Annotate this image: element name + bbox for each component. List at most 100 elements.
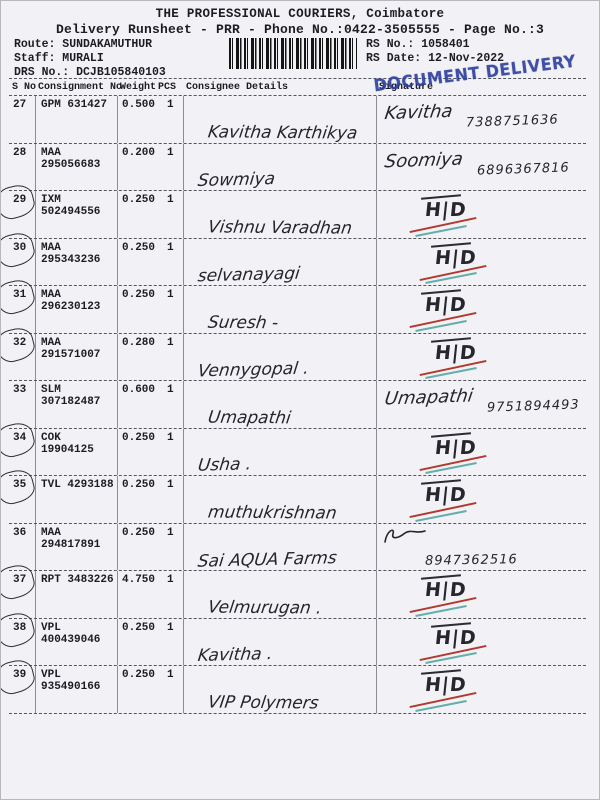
cell-consignment-number: GPM 631427 [35,96,117,143]
signature-phone: 6896367816 [476,159,570,179]
signature-name: Umapathi [383,385,475,410]
cell-serial-number: 30 [9,239,35,286]
table-row: 39 VPL 935490166 0.250 1 VIP Polymers H|… [9,666,586,714]
table-row: 31 MAA 296230123 0.250 1 Suresh - H|D [9,286,586,334]
hd-pen-mark: H|D [415,294,468,331]
cell-pcs: 1 [167,526,174,539]
table-row: 38 VPL 400439046 0.250 1 Kavitha . H|D [9,618,586,666]
cell-serial-number: 33 [13,384,27,396]
cell-consignee-details: Vennygopal . [183,333,376,382]
cell-signature: Soomiya 6896367816 [376,143,586,190]
consignee-name: Suresh - [206,312,280,333]
cell-weight: 0.600 [117,381,155,428]
company-title: THE PROFESSIONAL COURIERS, Coimbatore [155,7,445,21]
cell-serial-number: 34 [9,429,35,476]
cell-pcs: 1 [167,384,174,396]
cell-weight: 0.250 [117,238,155,285]
consignee-name: Usha . [196,454,253,476]
cell-signature: H|D [376,333,586,380]
table-header-row: S No Consignment No Weight PCS Consignee… [9,78,586,96]
cell-consignment-number: RPT 3483226 [35,571,117,618]
cell-weight: 0.250 [117,666,155,713]
cell-serial-number: 32 [9,334,35,381]
rs-number-field: RS No.: 1058401 [366,38,470,51]
cell-consignment-number: VPL 935490166 [35,666,117,713]
cell-consignee-details: Sowmiya [183,143,376,192]
table-row: 27 GPM 631427 0.500 1 Kavitha Karthikya … [9,96,586,144]
table-row: 28 MAA 295056683 0.200 1 Sowmiya Soomiya… [9,143,586,192]
hd-pen-mark: H|D [425,247,478,284]
cell-serial-number: 27 [13,99,27,111]
cell-weight: 0.250 [117,618,155,665]
consignee-name: Velmurugan . [206,597,323,618]
cell-consignee-details: Vishnu Varadhan [183,191,376,238]
drs-number-field: DRS No.: DCJB105840103 [14,66,166,79]
cell-pcs: 1 [167,574,174,586]
cell-consignment-number: IXM 502494556 [35,191,117,238]
cell-signature: Umapathi 9751894493 [376,381,586,428]
cell-weight: 4.750 [117,571,155,618]
cell-signature: H|D [376,666,586,713]
cell-consignee-details: Kavitha . [183,618,376,666]
teal-pen-stroke [425,462,477,474]
cell-consignment-number: SLM 307182487 [35,381,117,428]
teal-pen-stroke [415,224,467,236]
cell-signature: H|D [376,191,586,238]
cell-pcs: 1 [167,99,174,111]
signature-phone: 7388751636 [466,112,560,131]
cell-serial-number: 36 [13,526,27,539]
signature-phone: 8947362516 [424,552,518,569]
hd-pen-mark: H|D [415,674,468,711]
cell-signature: H|D [376,618,586,665]
hd-pen-mark: H|D [425,627,478,664]
teal-pen-stroke [425,652,477,664]
cell-pcs: 1 [167,289,174,301]
table-body: 27 GPM 631427 0.500 1 Kavitha Karthikya … [9,96,586,714]
cell-weight: 0.500 [117,96,155,143]
hd-pen-mark: H|D [425,437,478,474]
signature-scribble [384,528,426,543]
consignee-name: Vishnu Varadhan [206,216,354,239]
cell-weight: 0.250 [117,476,155,523]
teal-pen-stroke [415,699,467,711]
column-header-sno: S No [12,81,37,93]
teal-pen-stroke [415,604,467,616]
cell-consignment-number: COK 19904125 [35,428,117,475]
cell-serial-number: 29 [9,191,35,238]
cell-pcs: 1 [167,621,174,634]
column-header-consignment: Consignment No [38,81,123,93]
cell-consignee-details: Usha . [183,428,376,476]
cell-pcs: 1 [167,241,174,254]
consignee-name: Sai AQUA Farms [196,548,338,572]
table-row: 34 COK 19904125 0.250 1 Usha . H|D [9,428,586,476]
cell-consignee-details: Kavitha Karthikya [183,96,376,143]
consignee-name: Kavitha Karthikya [206,121,359,144]
cell-pcs: 1 [167,669,174,681]
cell-serial-number: 39 [9,666,35,713]
hd-pen-mark: H|D [415,484,468,521]
consignment-table: S No Consignment No Weight PCS Consignee… [9,78,586,714]
cell-serial-number: 37 [9,571,35,618]
hd-pen-mark: H|D [425,342,478,379]
cell-weight: 0.250 [117,523,155,570]
cell-weight: 0.250 [117,286,155,333]
cell-consignee-details: VIP Polymers [183,666,376,713]
cell-signature: H|D [376,571,586,618]
signature: Soomiya 6896367816 [383,148,570,179]
cell-signature: H|D [376,238,586,285]
table-row: 32 MAA 291571007 0.280 1 Vennygopal . H|… [9,333,586,382]
cell-consignee-details: Umapathi [183,381,376,428]
cell-serial-number: 38 [9,619,35,666]
consignee-name: Vennygopal . [196,358,310,382]
signature: Kavitha 7388751636 [383,101,560,131]
table-row: 29 IXM 502494556 0.250 1 Vishnu Varadhan… [9,191,586,239]
teal-pen-stroke [425,272,477,284]
consignee-name: Umapathi [206,407,293,428]
staff-field: Staff: MURALI [14,52,104,65]
consignee-name: Sowmiya [196,168,277,192]
cell-consignment-number: MAA 294817891 [35,523,117,570]
column-header-consignee: Consignee Details [186,81,289,93]
signature-name: Soomiya [383,148,465,172]
rs-date-field: RS Date: 12-Nov-2022 [366,52,505,65]
cell-weight: 0.200 [117,143,155,190]
